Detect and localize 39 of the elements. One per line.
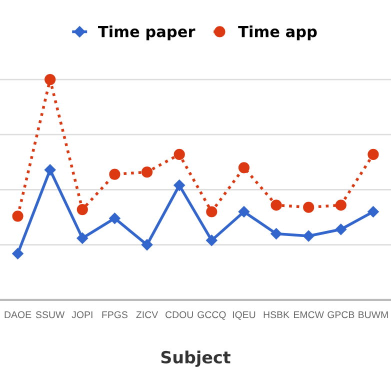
x-tick-label: JOPI: [72, 311, 92, 318]
point: [335, 224, 347, 235]
point: [12, 210, 24, 222]
x-tick-label: IQEU: [232, 311, 256, 320]
x-tick-label: FPGS: [102, 311, 128, 318]
point: [76, 232, 88, 244]
point: [76, 204, 88, 216]
x-tick-label: ZICV: [136, 311, 158, 318]
x-tick-label: DAOE: [4, 311, 32, 318]
point: [206, 234, 218, 246]
x-axis-title: Subject: [161, 350, 230, 367]
point: [335, 200, 346, 211]
point: [270, 228, 282, 240]
point: [174, 148, 185, 160]
legend-label: Time paper: [98, 25, 196, 40]
point: [270, 200, 282, 211]
point: [44, 164, 56, 176]
x-tick-label: BUWM: [358, 311, 388, 318]
point: [206, 206, 218, 218]
x-tick-label: EMCW: [294, 311, 324, 318]
point: [44, 74, 56, 86]
point: [303, 202, 314, 213]
point: [368, 206, 379, 218]
point: [109, 168, 120, 180]
point: [302, 230, 314, 242]
point: [368, 148, 379, 160]
x-tick-label: GCCQ: [198, 311, 226, 320]
point: [141, 239, 153, 250]
x-tick-label: GPCB: [328, 311, 354, 318]
legend-label: Time app: [238, 25, 317, 40]
point: [238, 206, 250, 218]
point: [141, 166, 153, 178]
point: [174, 180, 185, 191]
x-tick-label: SSUW: [36, 311, 65, 318]
point: [238, 162, 250, 174]
point: [109, 212, 120, 224]
x-tick-label: CDOU: [166, 311, 193, 318]
x-tick-label: HSBK: [264, 311, 290, 318]
point: [12, 248, 24, 260]
